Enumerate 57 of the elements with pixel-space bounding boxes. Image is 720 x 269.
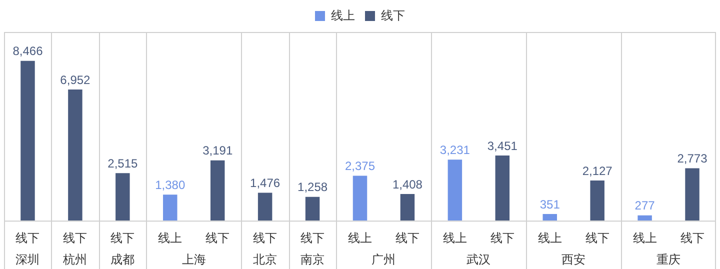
bar <box>638 215 652 221</box>
x-tick-label: 线上 <box>538 231 562 246</box>
bar <box>163 194 178 221</box>
x-tick-label: 线下 <box>395 231 420 246</box>
x-tick-label: 线上 <box>632 231 657 246</box>
data-label: 1,258 <box>298 180 328 194</box>
text: 西安 <box>562 252 586 266</box>
text: 深圳 <box>16 252 40 266</box>
x-tick-label: 线下 <box>206 231 230 246</box>
data-label: 3,451 <box>487 138 518 153</box>
x-tick-label: 线下 <box>253 231 278 246</box>
bar <box>400 194 415 221</box>
bar <box>590 180 604 221</box>
text: 南京 <box>300 252 325 266</box>
text: 广州 <box>372 252 396 266</box>
data-label: 2,375 <box>344 159 376 174</box>
data-label: 351 <box>540 197 560 212</box>
x-tick-label: 线下 <box>110 231 135 246</box>
text: 杭州 <box>62 252 88 266</box>
data-label: 1,380 <box>155 178 186 192</box>
x-tick-label: 线上 <box>442 231 467 246</box>
bar <box>542 214 557 221</box>
x-tick-label: 线下 <box>300 231 325 246</box>
x-tick-label: 线上 <box>348 231 372 246</box>
data-label: 2,127 <box>582 164 613 178</box>
text: 武汉 <box>466 252 491 266</box>
x-tick-label: 线下 <box>63 231 88 246</box>
bar <box>685 168 700 221</box>
legend-label: 线下 <box>381 8 405 22</box>
data-label: 8,466 <box>12 44 44 58</box>
text: 北京 <box>253 252 278 266</box>
data-label: 277 <box>634 198 656 213</box>
data-label: 2,773 <box>677 152 708 166</box>
data-label: 1,408 <box>392 177 423 192</box>
data-label: 1,476 <box>250 176 280 190</box>
bar <box>448 160 462 221</box>
text: 重庆 <box>656 252 681 266</box>
bar <box>210 160 225 221</box>
x-tick-label: 线下 <box>490 231 514 246</box>
text: 上海 <box>182 252 206 266</box>
text: 成都 <box>110 252 135 266</box>
bar <box>495 156 510 221</box>
bar <box>20 60 35 221</box>
x-tick-label: 线上 <box>158 231 182 246</box>
x-tick-label: 线下 <box>585 231 610 246</box>
data-label: 3,191 <box>202 144 233 158</box>
x-tick-label: 线下 <box>680 231 704 246</box>
bar <box>305 196 320 221</box>
legend-label: 线上 <box>331 8 355 22</box>
data-label: 3,231 <box>440 142 470 157</box>
bar <box>352 176 368 221</box>
x-tick-label: 线下 <box>16 231 40 246</box>
data-label: 6,952 <box>60 72 91 87</box>
bar <box>68 89 82 221</box>
data-label: 2,515 <box>108 156 138 170</box>
bar <box>116 173 130 221</box>
bar <box>258 192 272 221</box>
